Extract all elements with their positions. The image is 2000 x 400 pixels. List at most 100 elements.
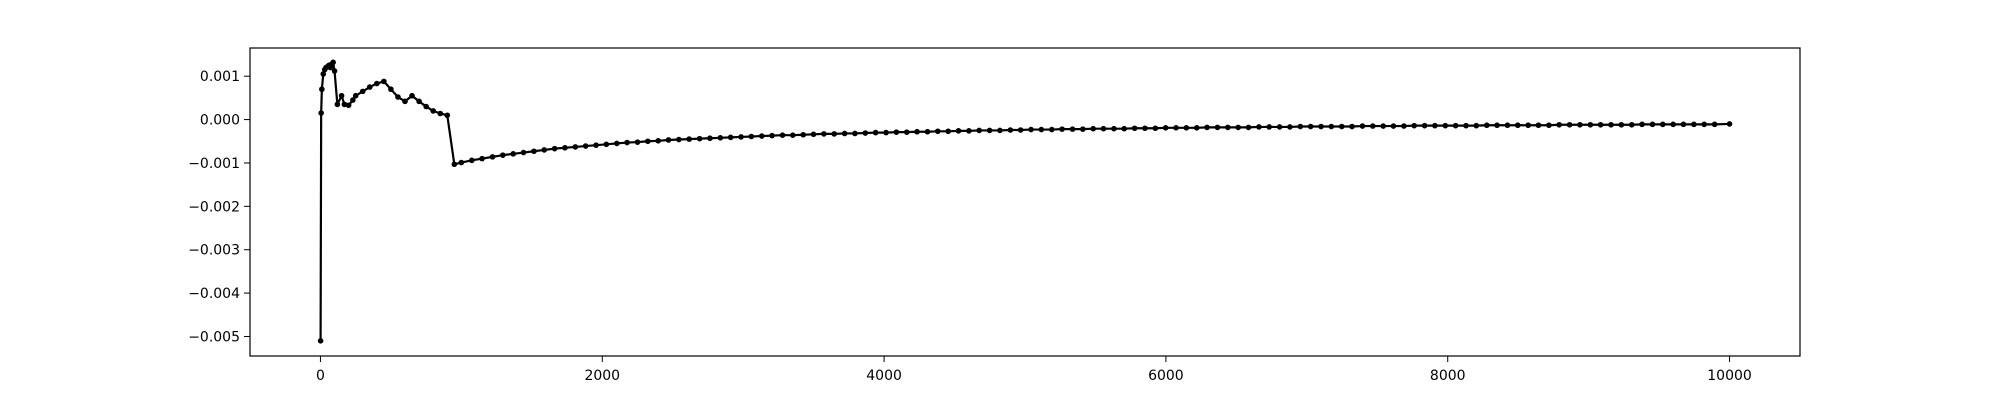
data-point [997, 127, 1003, 134]
data-point [1369, 123, 1376, 129]
data-point [572, 144, 579, 150]
data-point [717, 135, 724, 141]
data-point [1297, 123, 1304, 130]
data-point [1411, 122, 1417, 129]
data-point [582, 143, 589, 149]
x-tick-label: 6000 [1148, 368, 1184, 384]
data-point [1276, 124, 1283, 130]
data-point [1473, 122, 1480, 129]
data-point [1680, 121, 1687, 128]
data-point [1235, 124, 1241, 131]
data-point [727, 134, 734, 141]
axis-layer: 0 2000 4000 6000 8000 10000 0.001 0.000 −0.001 −0… [188, 69, 1752, 384]
data-point [1726, 121, 1733, 127]
data-point [800, 131, 807, 138]
y-tick-label: −0.005 [188, 329, 240, 345]
data-point [976, 127, 982, 134]
data-point [1245, 124, 1252, 131]
data-point [1100, 125, 1107, 132]
data-point [769, 132, 775, 139]
data-point [366, 84, 373, 90]
data-point [893, 129, 900, 135]
data-point [1587, 121, 1594, 128]
data-point [1597, 121, 1604, 128]
data-point [1701, 121, 1707, 128]
data-point [1173, 125, 1179, 131]
y-tick-label: −0.003 [188, 243, 240, 259]
data-point [1359, 123, 1366, 129]
data-point [381, 78, 387, 85]
data-point [1287, 124, 1293, 130]
data-point [416, 98, 422, 105]
data-point [1224, 124, 1231, 131]
data-point [451, 161, 458, 168]
data-point [1183, 125, 1190, 131]
data-point [779, 132, 786, 138]
data-point [1546, 122, 1552, 129]
data-point [374, 80, 380, 87]
data-point [676, 136, 682, 143]
data-point [1442, 122, 1449, 129]
data-point [1307, 123, 1314, 130]
data-point [841, 130, 848, 137]
data-point [738, 134, 744, 140]
data-point [707, 135, 713, 142]
data-point [1535, 122, 1542, 129]
data-point [359, 88, 366, 95]
data-point [644, 138, 651, 145]
data-point [655, 138, 662, 144]
data-point [1504, 122, 1511, 129]
data-point [945, 128, 951, 135]
data-point [686, 136, 693, 142]
data-point [1162, 125, 1169, 131]
data-point [1577, 121, 1583, 128]
data-point [924, 128, 931, 135]
data-point [541, 147, 548, 153]
data-point [388, 86, 394, 93]
data-point [489, 154, 496, 160]
data-point [1421, 122, 1428, 129]
data-point [1401, 123, 1407, 129]
data-point [1338, 123, 1345, 130]
data-point [1328, 123, 1335, 130]
data-point [479, 155, 485, 162]
data-point [1608, 121, 1614, 128]
x-tick-label: 2000 [584, 368, 620, 384]
data-point [1566, 121, 1573, 128]
data-point [872, 129, 879, 136]
data-point [409, 92, 415, 99]
data-point [914, 128, 920, 135]
data-point [1691, 121, 1697, 128]
data-point [831, 131, 838, 137]
data-point [1266, 124, 1272, 130]
data-point [330, 59, 336, 66]
data-point [402, 98, 408, 105]
x-tick-label: 0 [316, 368, 325, 384]
data-point [551, 145, 558, 152]
data-point [1256, 124, 1262, 130]
data-point [862, 130, 869, 136]
data-point [810, 131, 817, 138]
data-point [1090, 125, 1096, 132]
y-tick-label: −0.002 [188, 199, 240, 215]
data-point [665, 137, 672, 143]
data-point [1463, 122, 1469, 129]
data-point [903, 129, 910, 135]
data-point [1514, 122, 1521, 129]
series-layer [317, 59, 1733, 344]
data-point [331, 68, 338, 74]
data-point [1152, 125, 1159, 132]
data-point [318, 110, 324, 116]
data-point [341, 101, 348, 108]
data-point [1111, 125, 1117, 132]
data-point [1659, 121, 1666, 128]
data-point [1349, 123, 1355, 130]
data-point [1483, 122, 1490, 129]
data-point [1079, 126, 1086, 132]
data-point [1452, 122, 1459, 129]
data-point [510, 151, 517, 157]
data-point [352, 92, 359, 99]
data-point [1142, 125, 1148, 132]
data-point [334, 101, 341, 108]
